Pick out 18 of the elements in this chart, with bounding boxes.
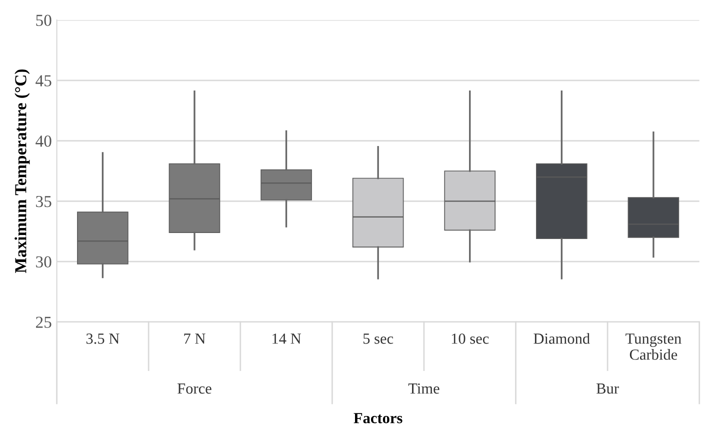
x-tick-label: 7 N — [184, 334, 206, 344]
x-tick-label: Diamond — [534, 333, 590, 344]
text: Bur — [596, 384, 619, 394]
y-tick-label: 45 — [36, 75, 52, 86]
x-tick-label: 14 N — [272, 334, 301, 344]
y-tick-label: 25 — [36, 316, 52, 328]
text: Time — [408, 383, 440, 394]
x-axis-title: Factors — [354, 413, 402, 424]
y-tick-label: 50 — [36, 14, 52, 26]
x-tick-label: 3.5 N — [86, 334, 120, 344]
y-axis-title: Maximum Temperature (°C) — [14, 69, 30, 273]
text: Force — [178, 384, 212, 394]
x-tick-label: Tungsten Carbide — [626, 334, 682, 360]
y-tick-label: 40 — [36, 136, 52, 147]
y-tick-label: 35 — [36, 196, 52, 208]
x-tick-label: 10 sec — [452, 334, 489, 344]
y-tick-label: 30 — [36, 256, 52, 268]
x-tick-label: 5 sec — [363, 334, 394, 344]
